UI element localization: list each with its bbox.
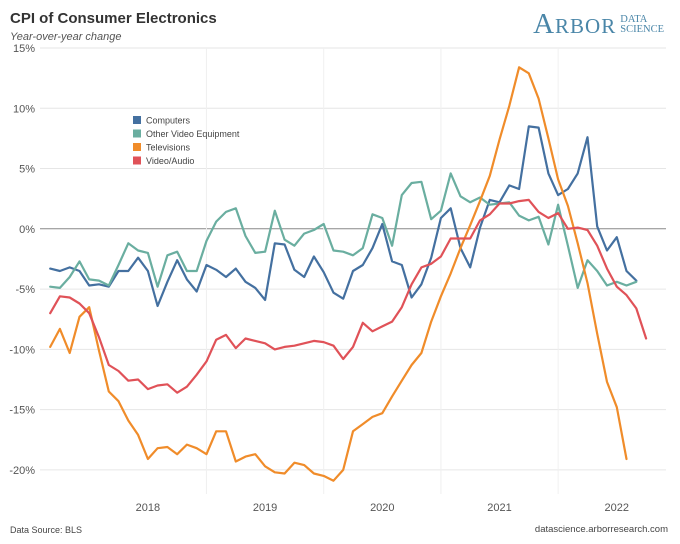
y-tick-label: 15%: [13, 43, 35, 55]
x-tick-label: 2022: [605, 502, 629, 514]
y-tick-label: -10%: [9, 344, 35, 356]
logo-sub-line2: SCIENCE: [620, 23, 664, 35]
chart-subtitle: Year-over-year change: [10, 31, 122, 43]
x-tick-label: 2018: [136, 502, 160, 514]
y-tick-label: -15%: [9, 405, 35, 417]
legend-label: Other Video Equipment: [146, 129, 240, 139]
source-url[interactable]: datascience.arborresearch.com: [534, 524, 668, 535]
legend-label: Televisions: [146, 143, 191, 153]
series-line-televisions: [49, 66, 628, 482]
logo-sub-line1: DATA: [620, 13, 648, 25]
logo-subtitle: DATA SCIENCE: [620, 13, 664, 35]
series-line-computers: [49, 125, 638, 308]
y-tick-label: -20%: [9, 465, 35, 477]
logo-wordmark: ARBOR: [533, 8, 617, 40]
series-layer: [49, 66, 648, 482]
y-tick-label: 10%: [13, 103, 35, 115]
y-tick-label: 0%: [19, 224, 35, 236]
legend: Computers Other Video Equipment Television…: [133, 116, 240, 166]
series-line-other-video-equipment: [49, 172, 638, 289]
legend-label: Video/Audio: [146, 156, 194, 166]
legend-label: Computers: [146, 116, 191, 126]
x-tick-label: 2021: [487, 502, 511, 514]
legend-swatch: [133, 156, 141, 165]
y-tick-label: -5%: [15, 284, 35, 296]
chart-title: CPI of Consumer Electronics: [10, 10, 217, 27]
x-tick-label: 2019: [253, 502, 277, 514]
legend-swatch: [133, 143, 141, 151]
axis-layer: 15% 10% 5% 0% -5% -10% -15% -20% 2018 2019 2020 202…: [9, 43, 629, 514]
x-tick-label: 2020: [370, 502, 394, 514]
legend-swatch: [133, 116, 141, 124]
y-tick-label: 5%: [19, 164, 35, 176]
data-source: Data Source: BLS: [10, 525, 83, 535]
arbor-logo: ARBOR DATA SCIENCE: [533, 8, 664, 41]
series-line-video-audio: [49, 198, 648, 394]
legend-swatch: [133, 129, 141, 138]
